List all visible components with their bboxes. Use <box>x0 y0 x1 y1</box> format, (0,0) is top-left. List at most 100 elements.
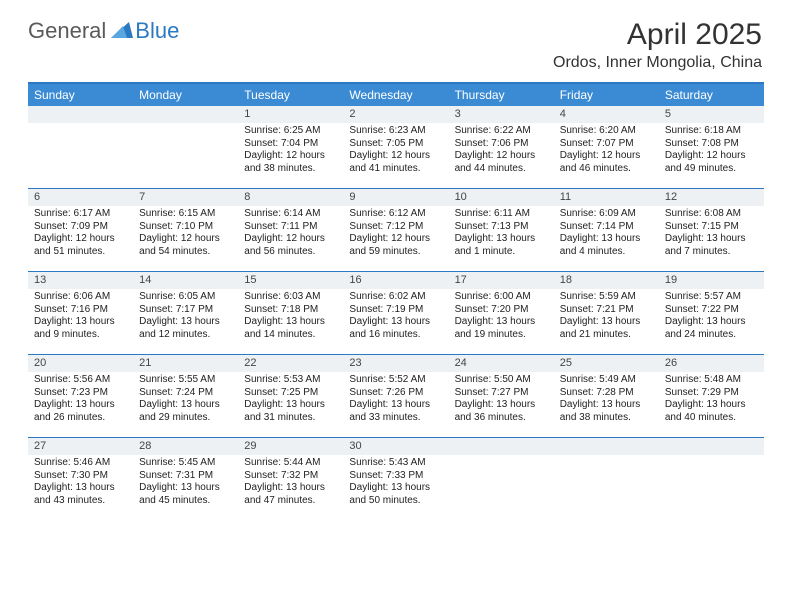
sunrise-text: Sunrise: 6:14 AM <box>244 208 337 221</box>
sunset-text: Sunset: 7:06 PM <box>455 138 548 151</box>
sunrise-text: Sunrise: 6:00 AM <box>455 291 548 304</box>
day-number: 7 <box>133 189 238 206</box>
day-details: Sunrise: 6:06 AMSunset: 7:16 PMDaylight:… <box>28 289 133 345</box>
day-number: 15 <box>238 272 343 289</box>
day-details: Sunrise: 6:23 AMSunset: 7:05 PMDaylight:… <box>343 123 448 179</box>
day-details: Sunrise: 6:05 AMSunset: 7:17 PMDaylight:… <box>133 289 238 345</box>
sunrise-text: Sunrise: 6:23 AM <box>349 125 442 138</box>
day-number: 17 <box>449 272 554 289</box>
daylight-text: Daylight: 12 hours and 51 minutes. <box>34 233 127 258</box>
day-details: Sunrise: 6:02 AMSunset: 7:19 PMDaylight:… <box>343 289 448 345</box>
sunrise-text: Sunrise: 6:03 AM <box>244 291 337 304</box>
day-details: Sunrise: 5:50 AMSunset: 7:27 PMDaylight:… <box>449 372 554 428</box>
sunset-text: Sunset: 7:15 PM <box>665 221 758 234</box>
day-number: 2 <box>343 106 448 123</box>
day-number: 25 <box>554 355 659 372</box>
sunrise-text: Sunrise: 6:02 AM <box>349 291 442 304</box>
daylight-text: Daylight: 12 hours and 59 minutes. <box>349 233 442 258</box>
sunset-text: Sunset: 7:17 PM <box>139 304 232 317</box>
day-number: 11 <box>554 189 659 206</box>
sunset-text: Sunset: 7:07 PM <box>560 138 653 151</box>
calendar-cell: 6Sunrise: 6:17 AMSunset: 7:09 PMDaylight… <box>28 189 133 271</box>
calendar-cell <box>133 106 238 188</box>
sunrise-text: Sunrise: 5:46 AM <box>34 457 127 470</box>
sunset-text: Sunset: 7:08 PM <box>665 138 758 151</box>
daylight-text: Daylight: 13 hours and 50 minutes. <box>349 482 442 507</box>
calendar-cell: 24Sunrise: 5:50 AMSunset: 7:27 PMDayligh… <box>449 355 554 437</box>
sunrise-text: Sunrise: 6:18 AM <box>665 125 758 138</box>
header: General Blue April 2025 Ordos, Inner Mon… <box>0 0 792 76</box>
sunset-text: Sunset: 7:09 PM <box>34 221 127 234</box>
calendar: Sunday Monday Tuesday Wednesday Thursday… <box>28 82 764 520</box>
day-details: Sunrise: 5:53 AMSunset: 7:25 PMDaylight:… <box>238 372 343 428</box>
calendar-cell: 10Sunrise: 6:11 AMSunset: 7:13 PMDayligh… <box>449 189 554 271</box>
day-number: 8 <box>238 189 343 206</box>
day-header-mon: Monday <box>133 84 238 106</box>
daylight-text: Daylight: 13 hours and 31 minutes. <box>244 399 337 424</box>
daylight-text: Daylight: 13 hours and 40 minutes. <box>665 399 758 424</box>
daylight-text: Daylight: 13 hours and 29 minutes. <box>139 399 232 424</box>
day-number: 27 <box>28 438 133 455</box>
daylight-text: Daylight: 13 hours and 9 minutes. <box>34 316 127 341</box>
sunset-text: Sunset: 7:24 PM <box>139 387 232 400</box>
sunset-text: Sunset: 7:21 PM <box>560 304 653 317</box>
day-number: 26 <box>659 355 764 372</box>
day-number: 5 <box>659 106 764 123</box>
day-details: Sunrise: 6:17 AMSunset: 7:09 PMDaylight:… <box>28 206 133 262</box>
calendar-cell <box>28 106 133 188</box>
day-header-sat: Saturday <box>659 84 764 106</box>
day-number: 18 <box>554 272 659 289</box>
day-details: Sunrise: 5:43 AMSunset: 7:33 PMDaylight:… <box>343 455 448 511</box>
daylight-text: Daylight: 13 hours and 7 minutes. <box>665 233 758 258</box>
calendar-cell: 16Sunrise: 6:02 AMSunset: 7:19 PMDayligh… <box>343 272 448 354</box>
calendar-cell: 3Sunrise: 6:22 AMSunset: 7:06 PMDaylight… <box>449 106 554 188</box>
sunrise-text: Sunrise: 5:56 AM <box>34 374 127 387</box>
sunrise-text: Sunrise: 5:45 AM <box>139 457 232 470</box>
calendar-cell: 9Sunrise: 6:12 AMSunset: 7:12 PMDaylight… <box>343 189 448 271</box>
sunset-text: Sunset: 7:05 PM <box>349 138 442 151</box>
sunrise-text: Sunrise: 6:06 AM <box>34 291 127 304</box>
sunrise-text: Sunrise: 6:09 AM <box>560 208 653 221</box>
calendar-week: 20Sunrise: 5:56 AMSunset: 7:23 PMDayligh… <box>28 354 764 437</box>
logo-text-blue: Blue <box>135 18 179 44</box>
day-details: Sunrise: 6:12 AMSunset: 7:12 PMDaylight:… <box>343 206 448 262</box>
sunrise-text: Sunrise: 5:55 AM <box>139 374 232 387</box>
day-details: Sunrise: 6:22 AMSunset: 7:06 PMDaylight:… <box>449 123 554 179</box>
sunrise-text: Sunrise: 6:17 AM <box>34 208 127 221</box>
day-number: 22 <box>238 355 343 372</box>
day-number: 21 <box>133 355 238 372</box>
day-details: Sunrise: 6:11 AMSunset: 7:13 PMDaylight:… <box>449 206 554 262</box>
day-number <box>133 106 238 123</box>
calendar-cell: 1Sunrise: 6:25 AMSunset: 7:04 PMDaylight… <box>238 106 343 188</box>
sunset-text: Sunset: 7:26 PM <box>349 387 442 400</box>
day-header-row: Sunday Monday Tuesday Wednesday Thursday… <box>28 84 764 106</box>
calendar-cell: 23Sunrise: 5:52 AMSunset: 7:26 PMDayligh… <box>343 355 448 437</box>
daylight-text: Daylight: 13 hours and 16 minutes. <box>349 316 442 341</box>
calendar-cell: 20Sunrise: 5:56 AMSunset: 7:23 PMDayligh… <box>28 355 133 437</box>
daylight-text: Daylight: 13 hours and 38 minutes. <box>560 399 653 424</box>
sunrise-text: Sunrise: 5:57 AM <box>665 291 758 304</box>
day-number: 16 <box>343 272 448 289</box>
calendar-cell: 25Sunrise: 5:49 AMSunset: 7:28 PMDayligh… <box>554 355 659 437</box>
day-number: 1 <box>238 106 343 123</box>
day-header-fri: Friday <box>554 84 659 106</box>
daylight-text: Daylight: 12 hours and 54 minutes. <box>139 233 232 258</box>
day-number: 19 <box>659 272 764 289</box>
calendar-cell: 4Sunrise: 6:20 AMSunset: 7:07 PMDaylight… <box>554 106 659 188</box>
day-details: Sunrise: 6:25 AMSunset: 7:04 PMDaylight:… <box>238 123 343 179</box>
day-number <box>659 438 764 455</box>
sunset-text: Sunset: 7:31 PM <box>139 470 232 483</box>
day-details: Sunrise: 6:00 AMSunset: 7:20 PMDaylight:… <box>449 289 554 345</box>
sunset-text: Sunset: 7:11 PM <box>244 221 337 234</box>
calendar-week: 1Sunrise: 6:25 AMSunset: 7:04 PMDaylight… <box>28 106 764 188</box>
sunset-text: Sunset: 7:16 PM <box>34 304 127 317</box>
day-number <box>449 438 554 455</box>
sunrise-text: Sunrise: 5:59 AM <box>560 291 653 304</box>
calendar-cell: 19Sunrise: 5:57 AMSunset: 7:22 PMDayligh… <box>659 272 764 354</box>
calendar-cell: 17Sunrise: 6:00 AMSunset: 7:20 PMDayligh… <box>449 272 554 354</box>
day-details: Sunrise: 5:55 AMSunset: 7:24 PMDaylight:… <box>133 372 238 428</box>
calendar-cell: 11Sunrise: 6:09 AMSunset: 7:14 PMDayligh… <box>554 189 659 271</box>
sunrise-text: Sunrise: 5:44 AM <box>244 457 337 470</box>
sunset-text: Sunset: 7:19 PM <box>349 304 442 317</box>
title-block: April 2025 Ordos, Inner Mongolia, China <box>553 18 762 72</box>
